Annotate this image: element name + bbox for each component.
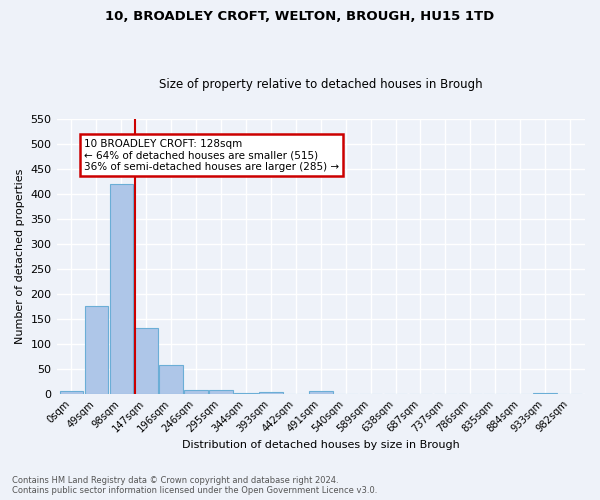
Text: 10 BROADLEY CROFT: 128sqm
← 64% of detached houses are smaller (515)
36% of semi: 10 BROADLEY CROFT: 128sqm ← 64% of detac…: [84, 138, 339, 172]
Text: Contains HM Land Registry data © Crown copyright and database right 2024.
Contai: Contains HM Land Registry data © Crown c…: [12, 476, 377, 495]
Bar: [209, 390, 233, 394]
Bar: [184, 390, 208, 394]
Y-axis label: Number of detached properties: Number of detached properties: [15, 168, 25, 344]
Bar: [59, 392, 83, 394]
Bar: [234, 393, 258, 394]
Bar: [134, 328, 158, 394]
Bar: [259, 392, 283, 394]
Bar: [533, 393, 557, 394]
X-axis label: Distribution of detached houses by size in Brough: Distribution of detached houses by size …: [182, 440, 460, 450]
Bar: [85, 306, 108, 394]
Bar: [309, 392, 332, 394]
Bar: [110, 184, 133, 394]
Text: 10, BROADLEY CROFT, WELTON, BROUGH, HU15 1TD: 10, BROADLEY CROFT, WELTON, BROUGH, HU15…: [106, 10, 494, 23]
Title: Size of property relative to detached houses in Brough: Size of property relative to detached ho…: [159, 78, 482, 91]
Bar: [160, 365, 183, 394]
